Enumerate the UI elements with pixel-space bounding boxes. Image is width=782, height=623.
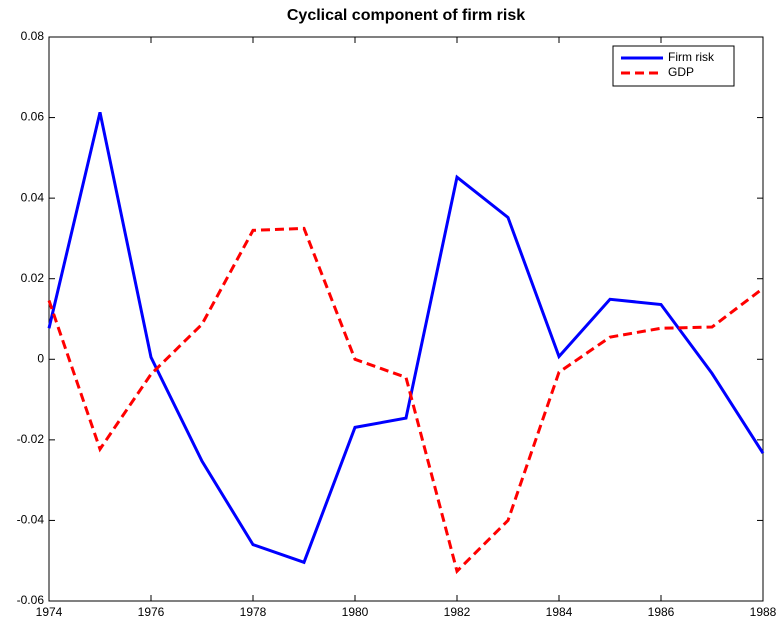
y-tick-label: 0 bbox=[37, 351, 44, 365]
x-tick-label: 1978 bbox=[240, 605, 267, 619]
y-tick-label: 0.04 bbox=[21, 190, 45, 204]
y-tick-label: -0.04 bbox=[17, 513, 45, 527]
x-tick-label: 1980 bbox=[342, 605, 369, 619]
plot-frame bbox=[48, 36, 764, 602]
y-tick-label: 0.06 bbox=[21, 110, 45, 124]
line-series bbox=[47, 111, 765, 565]
line-series bbox=[47, 226, 764, 575]
x-tick-label: 1976 bbox=[138, 605, 165, 619]
y-tick-label: 0.08 bbox=[21, 29, 45, 43]
y-tick-label: -0.06 bbox=[17, 593, 45, 607]
x-tick-label: 1974 bbox=[36, 605, 63, 619]
y-tick-label: -0.02 bbox=[17, 432, 45, 446]
x-tick-label: 1982 bbox=[444, 605, 471, 619]
legend-box bbox=[612, 45, 735, 87]
y-tick-label: 0.02 bbox=[21, 271, 45, 285]
chart-title: Cyclical component of firm risk bbox=[287, 7, 525, 24]
legend-label: GDP bbox=[668, 65, 694, 79]
legend-label: Firm risk bbox=[668, 50, 715, 64]
x-tick-label: 1984 bbox=[546, 605, 573, 619]
x-tick-label: 1986 bbox=[648, 605, 675, 619]
x-tick-label: 1988 bbox=[750, 605, 777, 619]
